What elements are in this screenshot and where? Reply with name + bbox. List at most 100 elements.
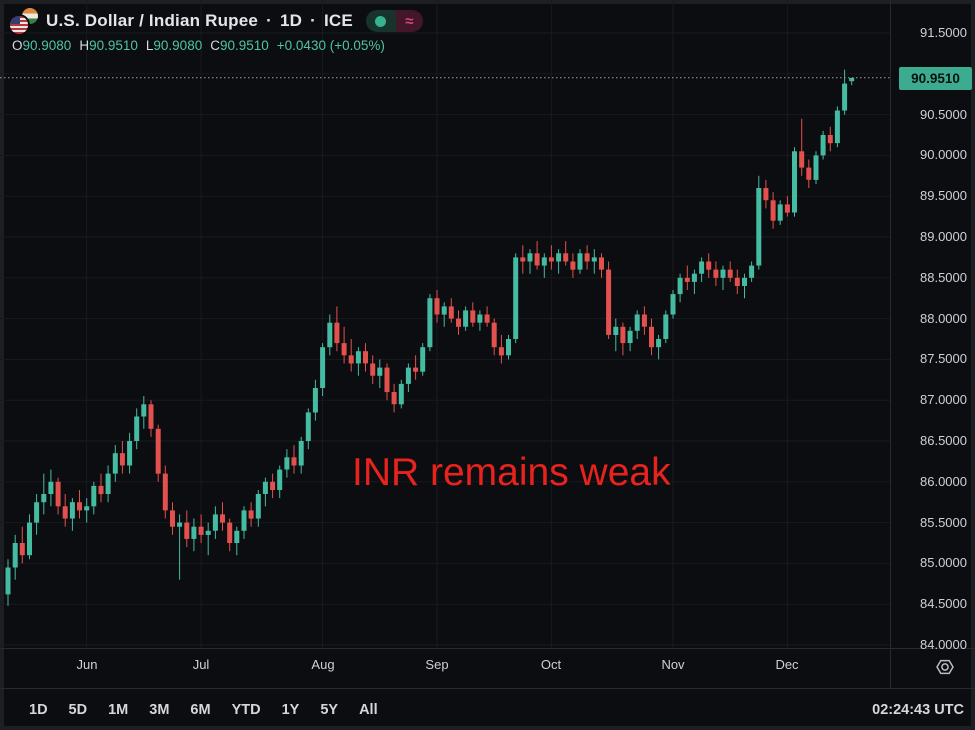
- candle-body: [520, 257, 526, 262]
- candle-body: [77, 502, 82, 511]
- candle-body: [291, 457, 297, 466]
- month-label: Jun: [76, 657, 98, 672]
- price-tick-label: 85.5000: [920, 515, 967, 530]
- candle-body: [827, 135, 833, 144]
- range-button-1d[interactable]: 1D: [20, 699, 57, 721]
- candle-body: [663, 314, 669, 339]
- candle-body: [742, 277, 747, 286]
- symbol-title: U.S. Dollar / Indian Rupee: [46, 11, 259, 30]
- change-value: +0.0430 (+0.05%): [276, 38, 385, 53]
- price-tick-label: 85.0000: [920, 555, 967, 570]
- candle-body: [727, 269, 733, 278]
- candle-body: [55, 481, 61, 507]
- candle-body: [484, 314, 490, 323]
- candle-body: [548, 257, 554, 262]
- candle-body: [842, 83, 848, 111]
- candle-body: [541, 257, 547, 266]
- price-tick-label: 89.5000: [920, 188, 967, 203]
- candle-body: [91, 485, 97, 507]
- candle-body: [448, 306, 454, 319]
- candle-body: [398, 383, 404, 405]
- candle-body: [220, 514, 225, 523]
- range-button-all[interactable]: All: [350, 699, 387, 721]
- range-button-3m[interactable]: 3M: [140, 699, 178, 721]
- candle-body: [813, 155, 819, 180]
- candle-body: [19, 543, 25, 556]
- candle-body: [584, 253, 590, 262]
- price-tick-label: 88.0000: [920, 311, 967, 326]
- candle-body: [198, 526, 204, 535]
- month-label: Dec: [775, 657, 799, 672]
- candle-body: [441, 306, 447, 315]
- price-tick-label: 88.5000: [920, 270, 967, 285]
- candle-body: [370, 363, 376, 376]
- candle-body: [48, 481, 54, 494]
- status-pill[interactable]: ≈: [365, 10, 423, 32]
- candle-body: [834, 110, 840, 144]
- candle-body: [656, 339, 662, 348]
- price-tick-label: 89.0000: [920, 229, 967, 244]
- candle-body: [563, 253, 569, 262]
- symbol-header: U.S. Dollar / Indian Rupee · 1D · ICE ≈: [10, 8, 423, 34]
- month-label: Oct: [540, 657, 562, 672]
- candle-body: [799, 151, 805, 168]
- candle-body: [634, 314, 640, 331]
- candle-body: [691, 273, 697, 282]
- candle-body: [420, 347, 426, 372]
- candle-body: [477, 314, 483, 323]
- candle-body: [720, 269, 726, 278]
- candle-body: [806, 167, 812, 180]
- exchange-label: ICE: [323, 11, 353, 30]
- candle-body: [606, 269, 612, 335]
- candlestick-chart[interactable]: [0, 0, 890, 688]
- ohlc-row: O90.9080 H90.9510 L90.9080 C90.9510 +0.0…: [12, 38, 385, 53]
- candle-body: [620, 326, 626, 344]
- settings-gear-icon[interactable]: [933, 655, 957, 679]
- price-tick-label: 91.5000: [920, 25, 967, 40]
- candle-body: [513, 257, 519, 339]
- price-tick-label: 84.5000: [920, 596, 967, 611]
- price-tick-label: 86.0000: [920, 474, 967, 489]
- candle-body: [184, 522, 190, 539]
- candle-body: [641, 314, 647, 327]
- candle-body: [556, 253, 562, 262]
- title-separator: ·: [266, 11, 272, 30]
- candle-body: [105, 473, 111, 494]
- high-value: H90.9510: [79, 38, 138, 53]
- candle-body: [241, 510, 247, 531]
- last-price-badge: 90.9510: [899, 67, 972, 90]
- candle-body: [127, 441, 133, 466]
- month-label: Nov: [661, 657, 685, 672]
- candle-body: [470, 310, 476, 323]
- range-button-1m[interactable]: 1M: [99, 699, 137, 721]
- open-value: O90.9080: [12, 38, 72, 53]
- candle-body: [377, 367, 383, 376]
- candle-body: [262, 481, 268, 494]
- candle-body: [62, 506, 68, 519]
- candle-body: [298, 441, 304, 466]
- candle-body: [69, 502, 75, 519]
- candle-body: [506, 339, 511, 356]
- range-button-1y[interactable]: 1Y: [273, 699, 309, 721]
- candle-body: [792, 151, 797, 213]
- candle-body: [570, 261, 576, 270]
- candle-body: [434, 298, 440, 315]
- range-buttons: 1D 5D 1M 3M 6M YTD 1Y 5Y All: [20, 699, 387, 721]
- range-button-6m[interactable]: 6M: [181, 699, 219, 721]
- range-button-5y[interactable]: 5Y: [311, 699, 347, 721]
- candle-body: [98, 485, 104, 495]
- candle-body: [205, 530, 211, 535]
- range-button-5d[interactable]: 5D: [60, 699, 97, 721]
- candle-body: [255, 494, 261, 519]
- range-button-ytd[interactable]: YTD: [223, 699, 270, 721]
- candle-body: [248, 510, 254, 519]
- candle-body: [41, 494, 47, 503]
- candle-body: [363, 351, 368, 364]
- candle-body: [212, 514, 218, 531]
- price-tick-label: 87.5000: [920, 351, 967, 366]
- utc-clock[interactable]: 02:24:43 UTC: [872, 701, 964, 718]
- candle-body: [456, 318, 461, 327]
- candle-body: [141, 404, 147, 417]
- candle-body: [355, 351, 361, 364]
